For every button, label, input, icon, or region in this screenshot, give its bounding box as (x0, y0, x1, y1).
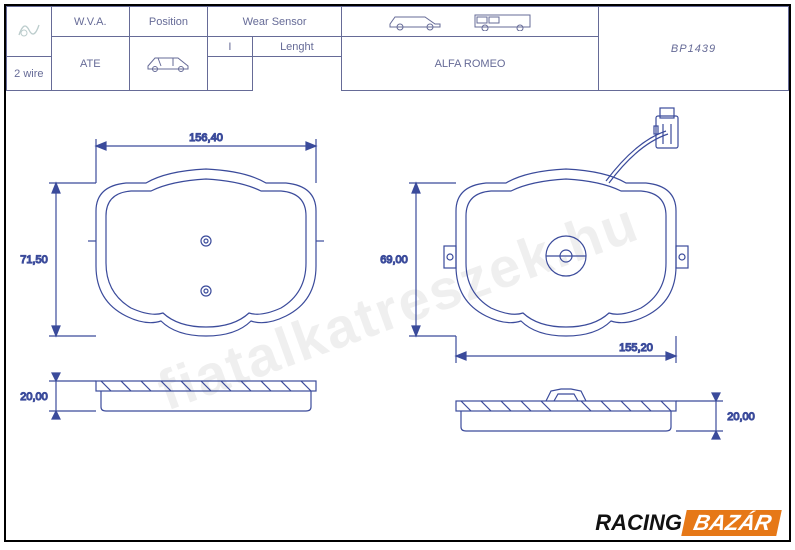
col-wva: W.V.A. (51, 7, 129, 37)
right-thickness-dim: 20,00 (676, 393, 755, 439)
left-height-dim: 71,50 (20, 183, 96, 336)
right-pad-top (444, 108, 688, 336)
right-width-text: 155,20 (619, 342, 653, 354)
header-table: W.V.A. Position Wear Sensor BP1439 ATE (6, 6, 789, 91)
val-wva: ATE (51, 37, 129, 91)
left-width-text: 156,40 (189, 132, 223, 144)
val-ws-len (208, 57, 253, 91)
left-pad-top (88, 169, 324, 336)
footer-racing: RACING (595, 510, 682, 535)
left-thk-text: 20,00 (20, 391, 48, 403)
right-height-text: 69,00 (380, 254, 408, 266)
val-ws-i: 2 wire (7, 57, 52, 91)
brand-name: ALFA ROMEO (342, 37, 599, 91)
footer-bazar: BAZÁR (681, 510, 782, 536)
left-height-text: 71,50 (20, 254, 48, 266)
col-position: Position (129, 7, 207, 37)
col-vehicle (342, 7, 599, 37)
part-number: BP1439 (599, 7, 789, 91)
logo-cell (7, 7, 52, 57)
right-width-dim: 155,20 (456, 336, 676, 363)
col-ws-length: Lenght (252, 37, 341, 57)
right-pad-side (456, 389, 676, 431)
col-wear-sensor: Wear Sensor (208, 7, 342, 37)
val-position (129, 37, 207, 91)
technical-drawing: fiatalkatreszek.hu (6, 91, 789, 521)
right-height-dim: 69,00 (380, 183, 456, 336)
footer-logo: RACINGBAZÁR (595, 510, 779, 536)
col-ws-i: I (208, 37, 253, 57)
spec-sheet: W.V.A. Position Wear Sensor BP1439 ATE (4, 4, 791, 542)
left-width-dim: 156,40 (96, 132, 316, 183)
vehicle-icon (385, 9, 555, 31)
left-thickness-dim: 20,00 (20, 373, 96, 419)
right-thk-text: 20,00 (727, 411, 755, 423)
left-pad-side (96, 381, 316, 411)
car-front-icon (143, 52, 193, 72)
brand-glyph-icon (14, 15, 44, 45)
drawing-svg: 156,40 71,50 (6, 91, 789, 521)
